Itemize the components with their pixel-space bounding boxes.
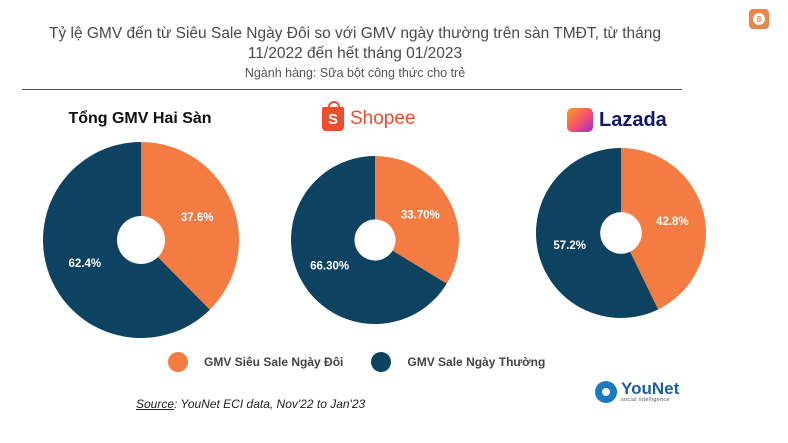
page-number: 8 <box>753 13 765 25</box>
younet-tagline: social intelligence <box>621 397 670 403</box>
legend: GMV Siêu Sale Ngày Đôi GMV Sale Ngày Thư… <box>168 352 573 372</box>
total-chart-title: Tổng GMV Hai Sàn <box>68 110 212 127</box>
lazada-heart-icon <box>567 108 593 132</box>
shopee-wordmark: Shopee <box>350 108 416 129</box>
legend-item-ngay-thuong: GMV Sale Ngày Thường <box>371 352 545 372</box>
source-text: : YouNet ECI data, Nov'22 to Jan'23 <box>174 397 366 411</box>
younet-mark-icon <box>595 381 617 403</box>
pie-0-label-sieu-sale: 37.6% <box>181 212 214 224</box>
pie-2-center-hole <box>600 212 642 254</box>
pie-1-slice-sieu-sale <box>375 156 460 284</box>
pie-2-label-sieu-sale: 42.8% <box>656 216 689 228</box>
younet-wordmark: YouNet <box>621 379 680 398</box>
chart-title: Tỷ lệ GMV đến từ Siêu Sale Ngày Đôi so v… <box>48 25 661 62</box>
source-label: Source <box>136 397 175 411</box>
lazada-wordmark: Lazada <box>599 108 667 131</box>
pie-0-label-ngay-thuong: 62.4% <box>68 258 101 270</box>
chart-subtitle: Ngành hàng: Sữa bột công thức cho trẻ <box>244 66 466 80</box>
pie-1-label-ngay-thuong: 66.30% <box>310 261 349 273</box>
younet-logo: YouNet social intelligence <box>595 379 680 403</box>
legend-swatch-sieu-sale <box>168 352 188 372</box>
shopee-bag-icon: S <box>322 101 344 131</box>
legend-swatch-ngay-thuong <box>371 352 392 372</box>
legend-label-sieu-sale: GMV Siêu Sale Ngày Đôi <box>204 355 344 369</box>
legend-item-sieu-sale: GMV Siêu Sale Ngày Đôi <box>168 352 343 372</box>
pie-1-label-sieu-sale: 33.70% <box>401 209 440 221</box>
pie-2-label-ngay-thuong: 57.2% <box>553 240 586 252</box>
pie-2-slice-sieu-sale <box>621 148 706 310</box>
page-number-badge: 8 <box>749 9 769 29</box>
shopee-logo: S Shopee <box>322 101 416 131</box>
lazada-logo: Lazada <box>567 108 667 132</box>
pie-0-center-hole <box>116 215 166 265</box>
title-divider <box>22 89 682 90</box>
source-note: Source: YouNet ECI data, Nov'22 to Jan'2… <box>136 397 365 411</box>
pie-2-slice-ngay-thuong <box>535 148 659 318</box>
pie-0-slice-sieu-sale <box>141 142 239 310</box>
pie-1-center-hole <box>354 219 396 261</box>
legend-label-ngay-thuong: GMV Sale Ngày Thường <box>407 355 546 369</box>
